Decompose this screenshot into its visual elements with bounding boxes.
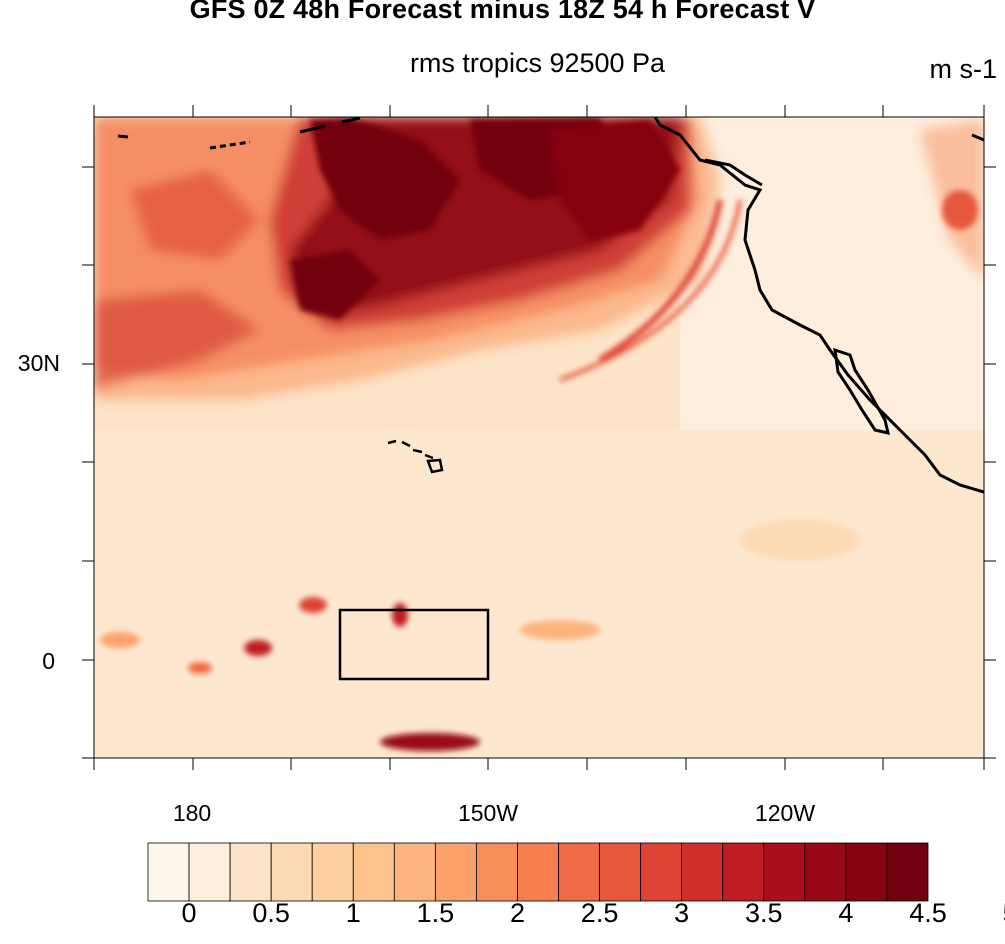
colorbar xyxy=(147,842,929,902)
colorbar-label: 1 xyxy=(345,898,361,928)
lon-label-180: 180 xyxy=(172,800,212,826)
colorbar-label: 3 xyxy=(674,898,690,928)
colorbar-swatch xyxy=(188,842,231,902)
colorbar-swatch xyxy=(845,842,888,902)
colorbar-label: 3.5 xyxy=(745,898,783,928)
units-label: m s-1 xyxy=(929,54,998,84)
colorbar-label: 2 xyxy=(509,898,525,928)
colorbar-swatch xyxy=(599,842,642,902)
baja-coast xyxy=(833,347,891,436)
colorbar-swatch xyxy=(270,842,313,902)
lon-label-120w: 120W xyxy=(754,800,816,826)
colorbar-swatch xyxy=(352,842,395,902)
colorbar-swatch xyxy=(517,842,559,902)
map-subtitle: rms tropics 92500 Pa xyxy=(409,48,666,78)
colorbar-swatch xyxy=(434,842,477,902)
colorbar-label: 5 xyxy=(980,898,1005,929)
lat-label-30n: 30N xyxy=(17,350,60,376)
map-title: GFS 0Z 48h Forecast minus 18Z 54 h Forec… xyxy=(189,0,816,24)
axis-ticks xyxy=(82,105,996,770)
plot-frame xyxy=(93,116,985,759)
colorbar-label: 0.5 xyxy=(252,898,290,928)
colorbar-swatch xyxy=(722,842,765,902)
colorbar-swatch xyxy=(558,842,600,902)
rms-field xyxy=(94,117,984,758)
colorbar-swatch xyxy=(886,842,929,902)
colorbar-label: 1.5 xyxy=(416,898,455,928)
colorbar-swatch xyxy=(763,842,806,902)
lat-label-0: 0 xyxy=(42,648,55,674)
colorbar-swatch xyxy=(476,842,518,902)
colorbar-swatch xyxy=(147,842,190,902)
colorbar-label: 2.5 xyxy=(580,898,619,928)
colorbar-label: 4 xyxy=(838,898,854,928)
colorbar-label: 0 xyxy=(181,898,197,928)
colorbar-swatch xyxy=(229,842,272,902)
hawaii-islands xyxy=(387,439,444,474)
colorbar-swatch xyxy=(311,842,354,902)
colorbar-swatch xyxy=(681,842,724,902)
colorbar-label: 4.5 xyxy=(909,898,947,928)
colorbar-swatch xyxy=(393,842,436,902)
lon-label-150w: 150W xyxy=(457,800,519,826)
region-box xyxy=(338,608,490,681)
colorbar-swatch xyxy=(640,842,683,902)
colorbar-swatch xyxy=(804,842,847,902)
